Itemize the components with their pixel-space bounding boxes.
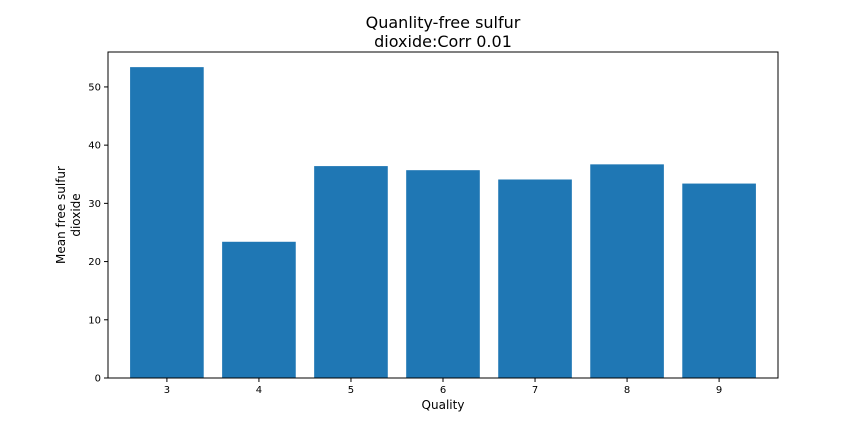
y-tick-label: 10 <box>88 315 101 326</box>
x-tick-label: 6 <box>440 385 446 396</box>
bar-quality-5 <box>314 166 388 378</box>
plot-frame <box>107 51 779 379</box>
chart-title-line-1: Quanlity-free sulfur <box>366 13 521 32</box>
bar-quality-8 <box>590 164 664 378</box>
y-tick-label: 40 <box>88 141 101 152</box>
y-axis-ticks: 0 10 20 30 40 50 <box>88 82 108 385</box>
chart-title-line-2: dioxide:Corr 0.01 <box>374 32 512 51</box>
bar-quality-9 <box>682 183 756 378</box>
bars-group <box>130 67 756 378</box>
bar-quality-4 <box>222 241 296 378</box>
bar-quality-6 <box>406 170 480 378</box>
x-tick-label: 3 <box>164 385 170 396</box>
y-tick-label: 50 <box>88 82 101 93</box>
y-tick-label: 0 <box>95 374 101 385</box>
bar-quality-7 <box>498 179 572 378</box>
y-axis-label-line-2: dioxide <box>69 193 83 236</box>
x-tick-label: 9 <box>716 385 722 396</box>
x-tick-label: 7 <box>532 385 538 396</box>
x-axis-label: Quality <box>422 398 465 412</box>
x-axis-ticks: 3 4 5 6 7 8 9 <box>164 378 722 396</box>
x-tick-label: 4 <box>256 385 262 396</box>
y-tick-label: 20 <box>88 257 101 268</box>
bar-quality-3 <box>130 67 204 378</box>
x-tick-label: 5 <box>348 385 354 396</box>
y-axis-label-line-1: Mean free sulfur <box>54 166 68 264</box>
y-tick-label: 30 <box>88 199 101 210</box>
x-tick-label: 8 <box>624 385 630 396</box>
